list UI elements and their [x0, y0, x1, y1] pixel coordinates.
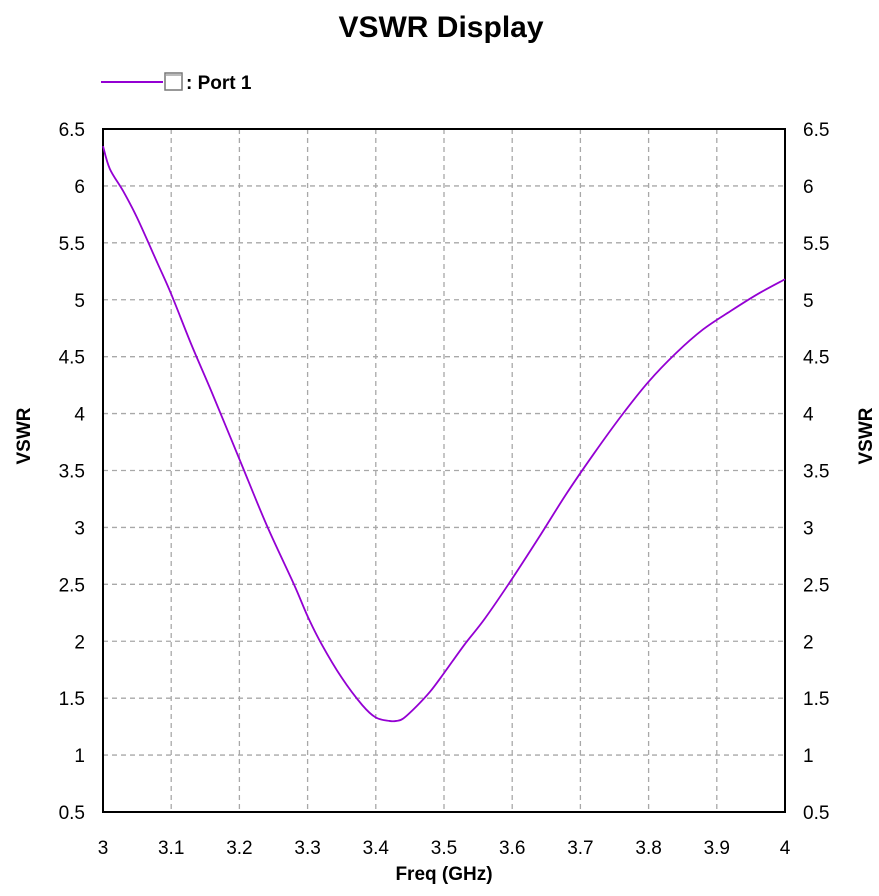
x-tick-label: 3 — [98, 838, 109, 859]
y-tick-label-right: 5 — [803, 291, 814, 312]
y-tick-label-left: 0.5 — [59, 803, 85, 824]
x-tick-label: 3.7 — [567, 838, 593, 859]
y-tick-label-right: 2 — [803, 632, 814, 653]
legend-checkbox[interactable] — [164, 72, 183, 91]
grid — [103, 129, 785, 812]
plot-area-frame — [102, 128, 786, 813]
series-line-port-1 — [102, 145, 786, 723]
x-tick-label: 3.6 — [499, 838, 525, 859]
y-tick-label-right: 3.5 — [803, 462, 829, 483]
y-tick-label-left: 2 — [74, 632, 85, 653]
legend[interactable]: : Port 1 — [101, 72, 252, 94]
y-tick-label-right: 1.5 — [803, 689, 829, 710]
y-tick-label-right: 2.5 — [803, 575, 829, 596]
y-tick-label-left: 1.5 — [59, 689, 85, 710]
x-tick-label: 3.8 — [635, 838, 661, 859]
y-tick-label-right: 1 — [803, 746, 814, 767]
y-axis-left-ticks: 0.5 1 1.5 2 2.5 3 3.5 4 4.5 5 5.5 6 6.5 — [59, 120, 86, 824]
x-tick-label: 3.1 — [158, 838, 184, 859]
y-tick-label-left: 5 — [74, 291, 85, 312]
series-layer — [102, 145, 786, 723]
x-tick-label: 3.5 — [431, 838, 457, 859]
y-axis-right-title: VSWR — [856, 407, 877, 464]
y-tick-label-right: 6.5 — [803, 120, 829, 141]
chart-title: VSWR Display — [338, 11, 543, 44]
y-tick-label-left: 3 — [74, 518, 85, 539]
y-tick-label-left: 6.5 — [59, 120, 85, 141]
y-axis-right-ticks: 0.5 1 1.5 2 2.5 3 3.5 4 4.5 5 5.5 6 6.5 — [803, 120, 829, 824]
x-tick-label: 3.3 — [294, 838, 320, 859]
y-tick-label-right: 4.5 — [803, 348, 829, 369]
y-tick-label-right: 4 — [803, 405, 814, 426]
x-axis-title: Freq (GHz) — [395, 864, 492, 885]
x-tick-label: 3.9 — [704, 838, 730, 859]
y-tick-label-right: 0.5 — [803, 803, 829, 824]
x-tick-label: 4 — [780, 838, 791, 859]
y-tick-label-right: 6 — [803, 177, 814, 198]
y-tick-label-left: 3.5 — [59, 462, 85, 483]
y-tick-label-left: 5.5 — [59, 234, 85, 255]
legend-label: : Port 1 — [186, 73, 252, 94]
y-tick-label-right: 5.5 — [803, 234, 829, 255]
legend-checkbox-shade — [166, 74, 181, 76]
y-tick-label-right: 3 — [803, 518, 814, 539]
x-axis-ticks: 3 3.1 3.2 3.3 3.4 3.5 3.6 3.7 3.8 3.9 4 — [98, 838, 791, 859]
y-tick-label-left: 2.5 — [59, 575, 85, 596]
y-tick-label-left: 4 — [74, 405, 85, 426]
y-tick-label-left: 6 — [74, 177, 85, 198]
y-tick-label-left: 1 — [74, 746, 85, 767]
x-tick-label: 3.4 — [363, 838, 390, 859]
x-tick-label: 3.2 — [226, 838, 252, 859]
y-tick-label-left: 4.5 — [59, 348, 85, 369]
y-axis-left-title: VSWR — [14, 407, 35, 464]
